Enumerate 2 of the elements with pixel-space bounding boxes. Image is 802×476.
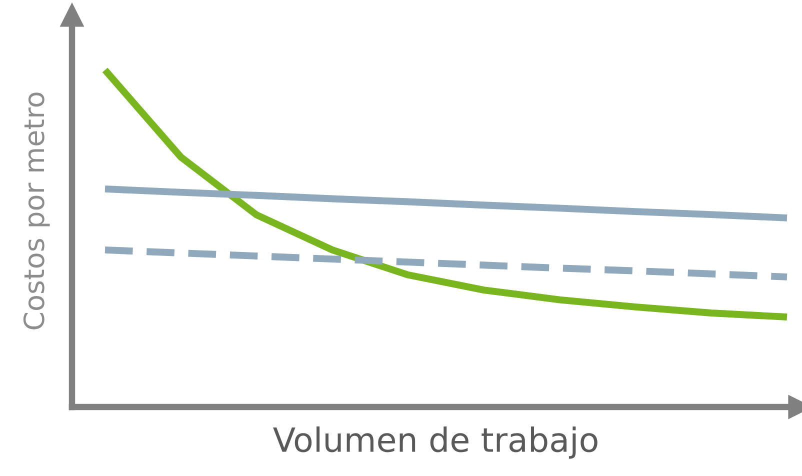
y-axis-title: Costos por metro xyxy=(23,92,50,330)
x-axis-title: Volumen de trabajo xyxy=(273,426,598,459)
